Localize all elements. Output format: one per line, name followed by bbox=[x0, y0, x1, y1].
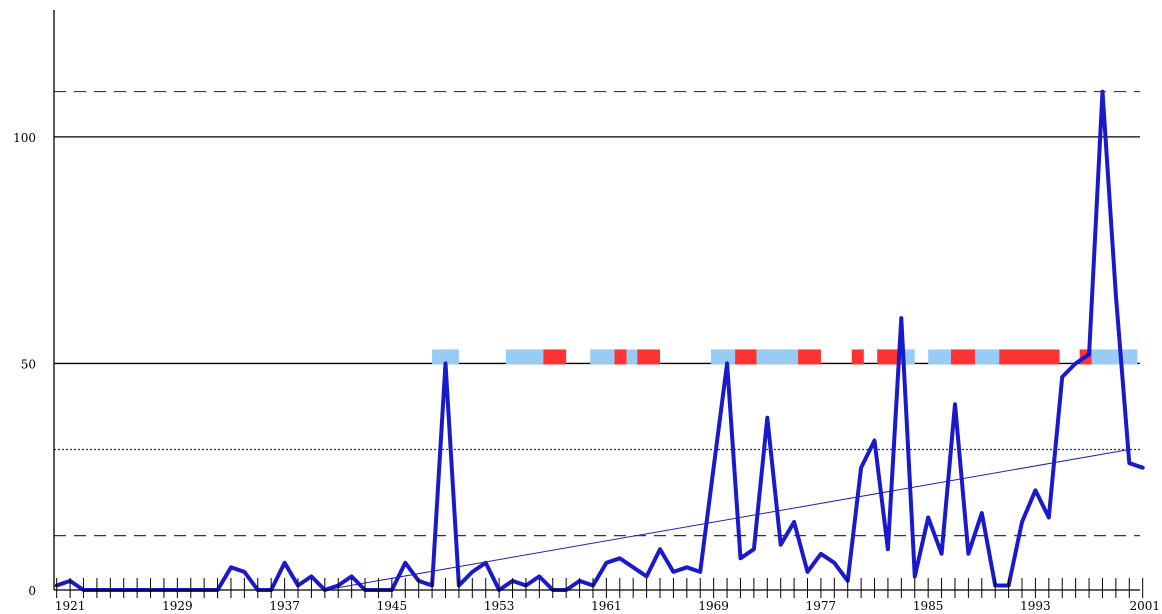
trend-line bbox=[324, 449, 1130, 591]
axes bbox=[53, 10, 1144, 598]
x-tick-label: 1993 bbox=[1020, 599, 1051, 613]
y-tick-label: 0 bbox=[28, 584, 36, 598]
y-tick-label: 100 bbox=[13, 131, 36, 145]
y-tick-labels: 0 50 100 bbox=[13, 131, 36, 598]
event-marker-5 bbox=[614, 349, 627, 365]
x-tick-label: 1937 bbox=[269, 599, 300, 613]
event-marker-17 bbox=[975, 349, 1000, 365]
event-marker-18 bbox=[999, 349, 1060, 365]
x-tick-label: 1929 bbox=[162, 599, 193, 613]
event-marker-3 bbox=[543, 349, 567, 365]
event-marker-9 bbox=[735, 349, 757, 365]
event-marker-20 bbox=[1091, 349, 1138, 365]
y-tick-label: 50 bbox=[21, 357, 36, 371]
series-line bbox=[54, 89, 1145, 592]
event-marker-2 bbox=[505, 349, 544, 365]
event-marker-7 bbox=[637, 349, 661, 365]
event-markers bbox=[432, 349, 1138, 365]
event-marker-11 bbox=[798, 349, 821, 365]
event-marker-8 bbox=[710, 349, 736, 365]
event-marker-16 bbox=[950, 349, 976, 365]
x-tick-label: 1961 bbox=[591, 599, 622, 613]
event-marker-1 bbox=[432, 349, 459, 365]
trend-line-group bbox=[324, 449, 1130, 591]
series-group bbox=[54, 89, 1145, 592]
reference-lines bbox=[54, 90, 1140, 537]
x-tick-label: 1985 bbox=[913, 599, 944, 613]
x-tick-label: 1945 bbox=[377, 599, 408, 613]
x-tick-label: 1977 bbox=[806, 599, 837, 613]
x-tick-labels: 1921 1929 1937 1945 1953 1961 1969 1977 1985 1993… bbox=[55, 599, 1160, 613]
event-marker-12 bbox=[851, 349, 864, 365]
x-tick-label: 1953 bbox=[484, 599, 515, 613]
event-marker-6 bbox=[626, 349, 638, 365]
x-tick-label: 1921 bbox=[55, 599, 86, 613]
x-tick-label: 2001 bbox=[1129, 599, 1160, 613]
event-marker-13 bbox=[877, 349, 902, 365]
event-marker-4 bbox=[590, 349, 615, 365]
x-tick-label: 1969 bbox=[698, 599, 729, 613]
event-marker-10 bbox=[756, 349, 799, 365]
event-marker-15 bbox=[928, 349, 951, 365]
